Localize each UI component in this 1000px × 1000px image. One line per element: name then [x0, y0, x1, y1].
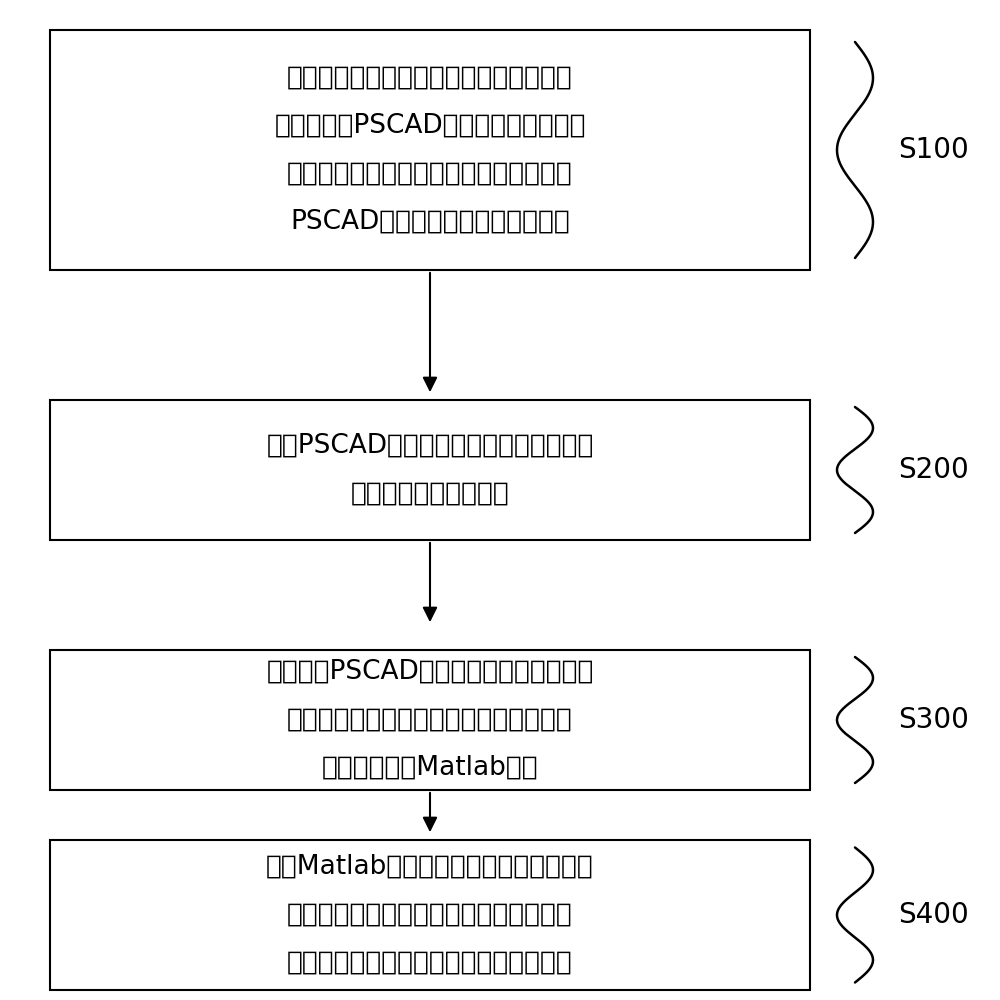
Text: S200: S200	[898, 456, 969, 484]
Text: 流的波形导入Matlab平台: 流的波形导入Matlab平台	[322, 755, 538, 781]
Text: 和入地电流，并将仿真短路电流和入地电: 和入地电流，并将仿真短路电流和入地电	[287, 707, 573, 733]
Text: 型，根据换流站相连接的输电线路参数在: 型，根据换流站相连接的输电线路参数在	[287, 161, 573, 187]
Text: 线路模型仿真短路故障: 线路模型仿真短路故障	[351, 481, 509, 507]
Text: 根据换流站中变压器、接地网和龙门架的: 根据换流站中变压器、接地网和龙门架的	[287, 65, 573, 91]
Bar	[50, 840, 810, 990]
Text: 所述Matlab平台计算分析所述仿真短路电: 所述Matlab平台计算分析所述仿真短路电	[266, 854, 594, 880]
Bar	[50, 400, 810, 540]
Bar	[50, 30, 810, 270]
Text: 流和入地电流的波形，分别得到所述换流: 流和入地电流的波形，分别得到所述换流	[287, 902, 573, 928]
Text: PSCAD平台中创建换流站线路模型: PSCAD平台中创建换流站线路模型	[290, 209, 570, 235]
Text: 读取所述PSCAD平台仿真得到的短路电流: 读取所述PSCAD平台仿真得到的短路电流	[266, 659, 594, 685]
Text: S300: S300	[898, 706, 969, 734]
Text: 结构参数在PSCAD平台中创建换流站模: 结构参数在PSCAD平台中创建换流站模	[274, 113, 586, 139]
Text: S400: S400	[898, 901, 969, 929]
Text: S100: S100	[898, 136, 969, 164]
Text: 所述PSCAD平台中的换流站模型和换流站: 所述PSCAD平台中的换流站模型和换流站	[266, 433, 594, 459]
Bar	[50, 650, 810, 790]
Text: 站模型暂态和稳态时的短路电流分流系数: 站模型暂态和稳态时的短路电流分流系数	[287, 950, 573, 976]
